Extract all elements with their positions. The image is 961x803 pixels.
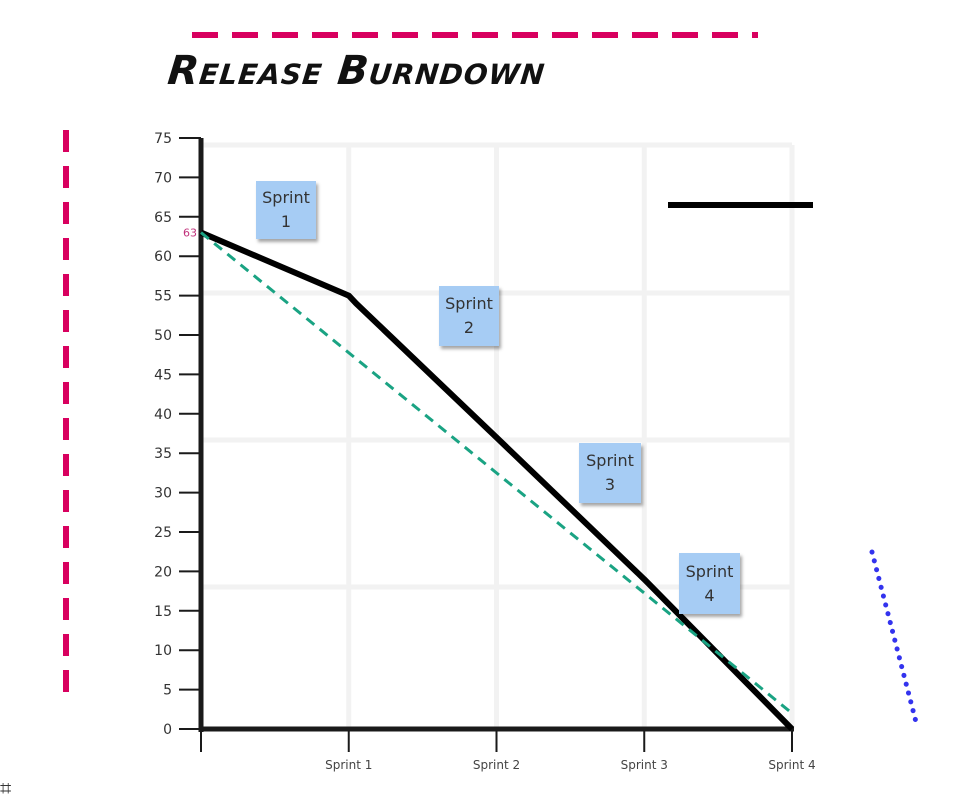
note-line: 2 xyxy=(463,318,475,337)
y-tick-label: 60 xyxy=(154,249,172,265)
y-tick-label: 70 xyxy=(154,170,172,186)
note-line: Sprint xyxy=(586,451,634,470)
ideal-burndown-line xyxy=(200,231,793,715)
y-tick-label: 5 xyxy=(163,683,172,699)
note-line: 1 xyxy=(280,212,292,231)
sprint-3-sticky-note[interactable]: Sprint 3 xyxy=(579,443,641,503)
y-tick-label: 45 xyxy=(154,367,172,383)
y-tick-label: 40 xyxy=(154,407,172,423)
note-line: 3 xyxy=(604,475,616,494)
right-dotted-decoration xyxy=(869,549,919,725)
actual-burndown-line xyxy=(199,229,795,732)
note-line: Sprint xyxy=(262,188,310,207)
note-line: Sprint xyxy=(445,294,493,313)
sprint-1-sticky-note[interactable]: Sprint 1 xyxy=(256,181,316,239)
page-title: Release Burndown xyxy=(165,48,548,94)
y-tick-label: 30 xyxy=(154,486,172,502)
y-tick-label: 25 xyxy=(154,525,172,541)
x-tick-label: Sprint 2 xyxy=(473,758,520,772)
y-tick-label: 55 xyxy=(154,289,172,305)
x-tick-label: Sprint 3 xyxy=(621,758,668,772)
y-tick-label: 10 xyxy=(154,643,172,659)
x-tick-label: Sprint 4 xyxy=(768,758,815,772)
y-tick-label: 0 xyxy=(163,722,172,738)
note-line: 4 xyxy=(704,585,715,605)
y-tick-label: 65 xyxy=(154,210,172,226)
y-tick-label: 15 xyxy=(154,604,172,620)
start-value-label: 63 xyxy=(183,227,197,240)
sprint-2-sticky-note[interactable]: Sprint 2 xyxy=(439,286,499,346)
grid-icon[interactable]: ⌗ xyxy=(0,776,12,800)
y-tick-label: 50 xyxy=(154,328,172,344)
sprint-4-sticky-note[interactable]: Sprint 4 xyxy=(679,553,740,614)
note-line: Sprint xyxy=(685,561,734,581)
x-tick-label: Sprint 1 xyxy=(325,758,372,772)
y-tick-label: 20 xyxy=(154,564,172,580)
y-tick-label: 35 xyxy=(154,446,172,462)
y-tick-label: 75 xyxy=(154,131,172,147)
